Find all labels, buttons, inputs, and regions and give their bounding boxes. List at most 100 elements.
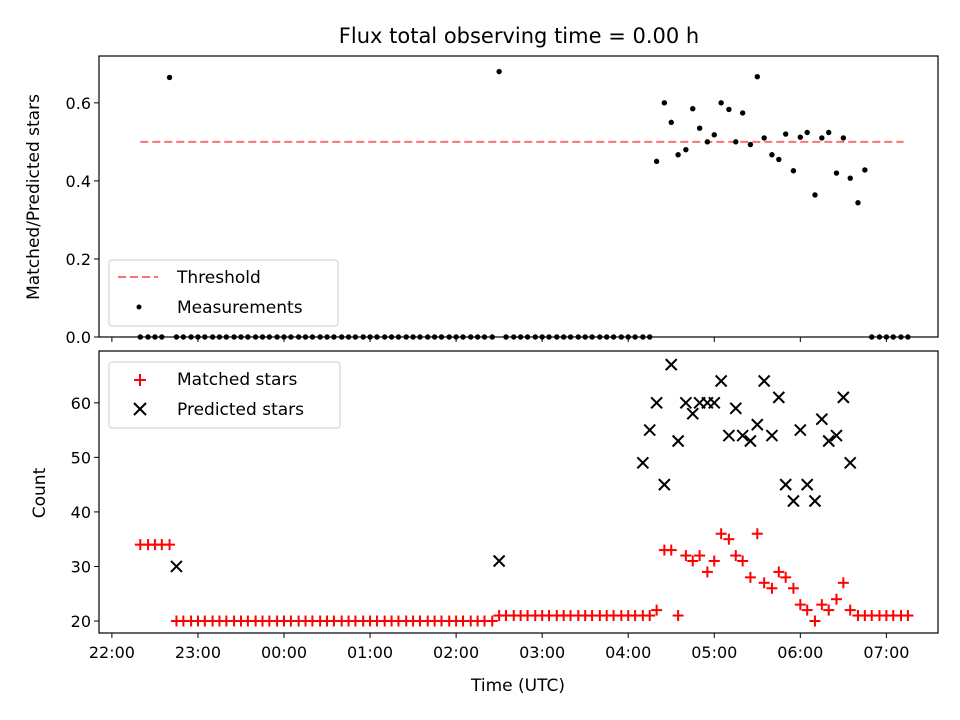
x-tick-label: 01:00 — [347, 643, 393, 662]
x-tick-label: 07:00 — [863, 643, 909, 662]
top-y-tick-label: 0.0 — [66, 328, 91, 347]
measurement-point — [840, 135, 847, 141]
legend-matched-swatch — [134, 374, 146, 386]
measurement-point — [668, 119, 674, 126]
x-tick-label: 03:00 — [519, 643, 565, 662]
predicted-star-point — [729, 402, 742, 415]
predicted-star-point — [722, 429, 736, 442]
matched-star-point — [665, 544, 677, 556]
matched-star-point — [715, 528, 727, 540]
measurement-point — [855, 200, 861, 206]
bottom-y-tick-label: 50 — [71, 448, 91, 467]
bottom-y-tick-label: 30 — [71, 557, 91, 576]
predicted-star-point — [808, 494, 822, 508]
matched-star-point — [486, 615, 498, 627]
matched-star-point — [794, 599, 806, 611]
bottom-y-axis-label: Count — [30, 467, 50, 518]
bottom-y-tick-label: 60 — [71, 394, 91, 413]
measurement-point — [653, 158, 660, 165]
predicted-star-point — [822, 434, 835, 448]
measurement-point — [496, 68, 502, 75]
predicted-star-point — [779, 478, 792, 491]
predicted-star-point — [815, 412, 829, 426]
bottom-legend: Matched stars Predicted stars — [108, 361, 341, 429]
x-tick-label: 02:00 — [433, 643, 479, 662]
predicted-star-point — [830, 429, 843, 442]
matched-star-point — [680, 550, 692, 562]
predicted-star-point — [844, 456, 857, 470]
measurement-point — [819, 135, 825, 141]
measurement-point — [166, 74, 173, 81]
measurement-point — [739, 110, 746, 116]
measurement-point — [690, 105, 696, 112]
measurement-point — [826, 129, 832, 136]
chart-title: Flux total observing time = 0.00 h — [339, 24, 699, 48]
bottom-legend-box — [108, 361, 341, 429]
bottom-plot-frame — [98, 350, 939, 634]
measurement-point — [761, 135, 767, 141]
x-axis-label: Time (UTC) — [470, 676, 565, 696]
legend-predicted-swatch — [133, 402, 147, 416]
predicted-star-point — [665, 358, 678, 371]
top-y-axis: 0.0 0.2 0.4 0.6 — [66, 94, 99, 347]
matched-star-point — [723, 533, 735, 545]
matched-star-point — [737, 555, 749, 567]
predicted-star-point — [671, 434, 685, 448]
matched-star-point — [744, 571, 756, 583]
measurement-point — [718, 100, 724, 106]
measurement-point — [726, 106, 732, 113]
predicted-star-point — [772, 391, 786, 404]
legend-measurements-swatch — [136, 304, 142, 310]
legend-predicted-label: Predicted stars — [177, 400, 304, 420]
matched-star-point — [830, 593, 842, 605]
x-tick-label: 22:00 — [89, 643, 135, 662]
measurement-point — [847, 175, 853, 181]
measurement-point — [862, 167, 868, 173]
measurement-point — [711, 132, 717, 138]
predicted-star-point — [643, 423, 656, 437]
predicted-star-point — [658, 478, 671, 491]
legend-measurements-label: Measurements — [177, 298, 303, 318]
bottom-y-axis: 20 30 40 50 60 — [71, 394, 99, 631]
top-x-ticks — [111, 337, 887, 342]
measurement-point — [833, 170, 840, 176]
predicted-star-point — [800, 478, 814, 491]
bottom-panel: 20 30 40 50 60 22:00 23:00 00:00 01:00 02:00 03:0… — [30, 350, 939, 696]
legend-threshold-label: Threshold — [176, 268, 261, 288]
predicted-star-point — [794, 423, 807, 437]
matched-star-point — [780, 571, 792, 583]
bottom-x-axis: 22:00 23:00 00:00 01:00 02:00 03:00 04:00 05:00… — [89, 633, 909, 662]
matched-star-point — [672, 610, 684, 622]
x-tick-label: 05:00 — [691, 643, 737, 662]
matched-star-point — [816, 599, 828, 611]
count-points-layer — [134, 358, 914, 627]
x-tick-label: 00:00 — [261, 643, 307, 662]
predicted-star-point — [736, 429, 749, 442]
matched-star-point — [708, 555, 720, 567]
predicted-star-point — [708, 396, 721, 410]
matched-star-point — [773, 566, 785, 578]
matched-star-point — [902, 610, 914, 622]
matched-star-point — [844, 604, 856, 616]
measurement-point — [683, 146, 689, 153]
matched-star-point — [837, 577, 849, 589]
matched-star-point — [687, 555, 699, 567]
x-tick-label: 04:00 — [605, 643, 651, 662]
measurement-point — [797, 134, 804, 140]
matched-star-point — [758, 577, 770, 589]
predicted-star-point — [492, 554, 506, 568]
measurement-point — [675, 152, 681, 158]
matched-star-point — [730, 550, 742, 562]
matched-star-point — [164, 539, 176, 551]
predicted-star-point — [636, 456, 650, 470]
measurement-point — [782, 131, 789, 137]
matched-star-point — [694, 550, 706, 562]
predicted-star-point — [837, 391, 850, 404]
matched-star-point — [701, 566, 713, 578]
predicted-star-point — [787, 494, 800, 508]
predicted-star-point — [686, 407, 699, 420]
top-legend-box — [108, 259, 339, 327]
measurement-point — [661, 100, 668, 106]
predicted-star-point — [757, 374, 771, 388]
